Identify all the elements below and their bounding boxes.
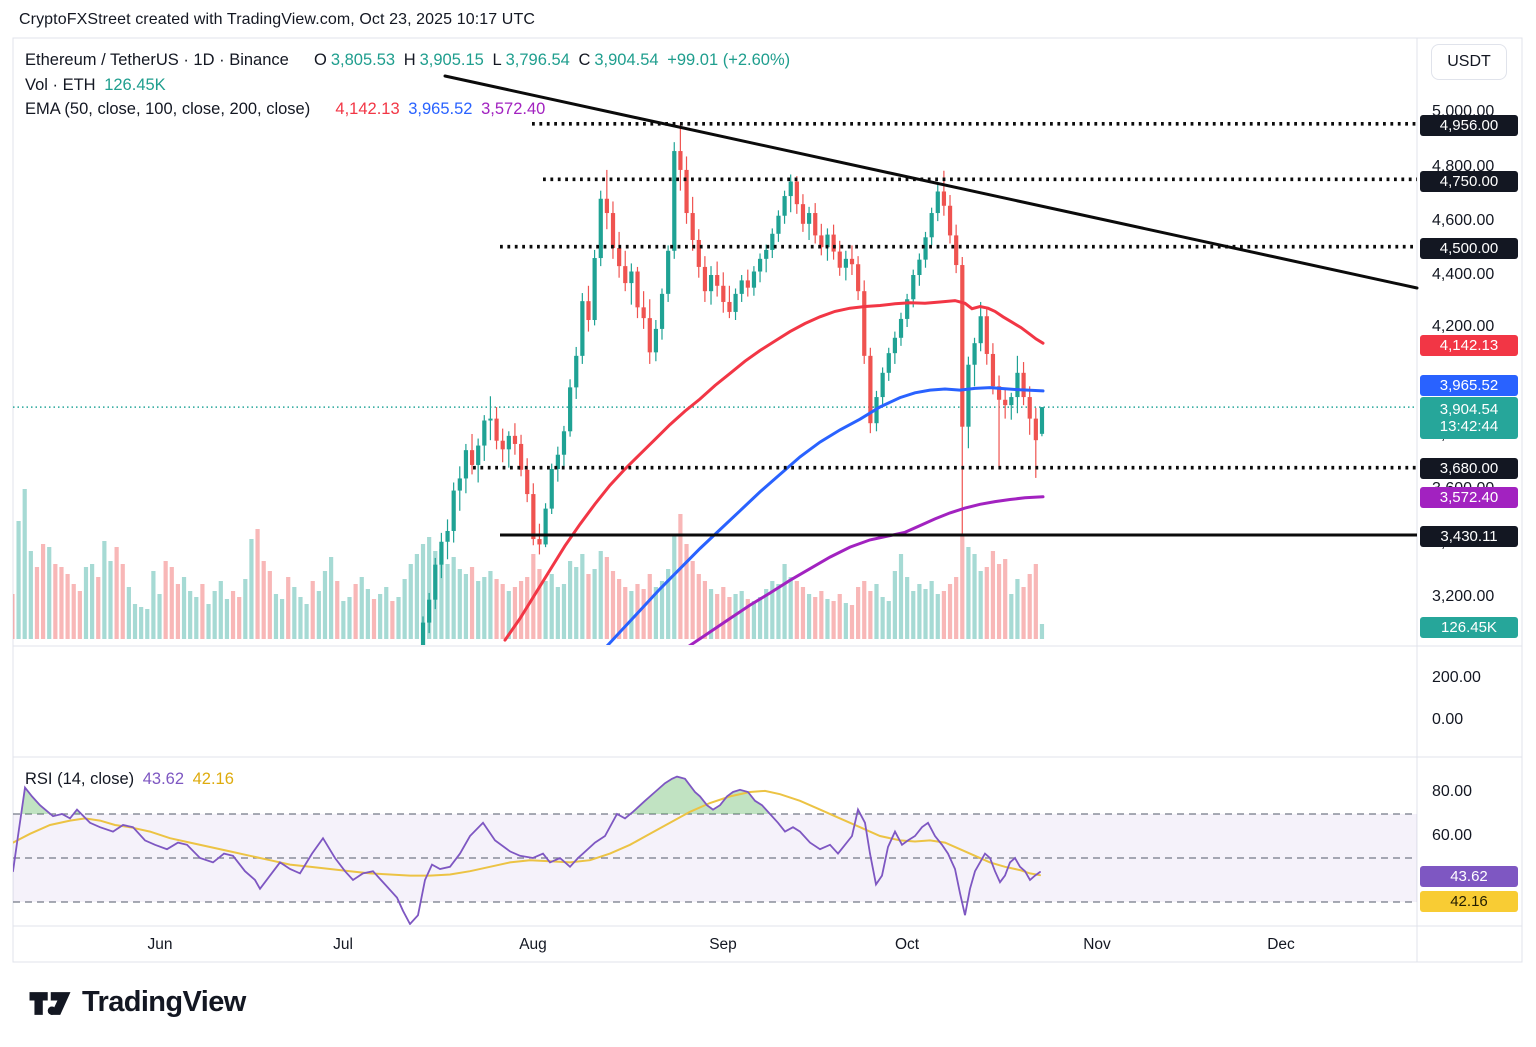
main-pane <box>13 123 1417 645</box>
badge-price: 3,904.54 <box>1439 401 1499 418</box>
rsi-axis-badge: 42.16 <box>1420 890 1518 912</box>
price-axis-badge: 4,956.00 <box>1420 114 1518 136</box>
rsi-pane <box>13 775 1417 925</box>
price-axis-label: 3,200.00 <box>1432 588 1495 605</box>
price-axis-badge: 3,680.00 <box>1420 457 1518 479</box>
ema50-line <box>503 299 1045 642</box>
rsi-overbought-fill <box>630 776 770 814</box>
price-axis-badge: 4,500.00 <box>1420 237 1518 259</box>
low-value: 3,796.54 <box>505 51 570 69</box>
volume-label: Vol · ETH <box>25 76 96 94</box>
time-axis-label: Nov <box>1083 936 1111 953</box>
ema-legend[interactable]: EMA (50, close, 100, close, 200, close) … <box>25 100 549 119</box>
time-axis-label: Dec <box>1267 936 1295 953</box>
badge-price: 4,750.00 <box>1439 172 1499 190</box>
close-label: C <box>578 51 591 69</box>
rsi-label: RSI (14, close) <box>25 770 135 788</box>
price-axis-badge: 3,572.40 <box>1420 486 1518 508</box>
rsi-legend[interactable]: RSI (14, close) 43.62 42.16 <box>25 770 238 789</box>
ema200-value: 3,572.40 <box>481 100 546 118</box>
low-label: L <box>492 51 502 69</box>
indicator-axis-label: 200.00 <box>1432 669 1481 686</box>
page-title: CryptoFXStreet created with TradingView.… <box>19 11 535 28</box>
time-axis-label: Sep <box>709 936 737 953</box>
badge-countdown: 13:42:44 <box>1439 418 1499 435</box>
symbol-title: Ethereum / TetherUS · 1D · Binance <box>25 51 289 69</box>
ema100-line <box>605 386 1045 645</box>
time-axis-label: Oct <box>894 936 920 953</box>
time-axis-label: Jul <box>333 936 353 953</box>
badge-price: 3,572.40 <box>1439 488 1499 506</box>
ema50-value: 4,142.13 <box>335 100 400 118</box>
indicator-axis-label: 0.00 <box>1432 711 1464 728</box>
ema100-value: 3,965.52 <box>408 100 473 118</box>
rsi-axis-badge: 43.62 <box>1420 865 1518 887</box>
badge-price: 4,956.00 <box>1439 116 1499 134</box>
price-axis-badge: 3,904.54 13:42:44 <box>1420 397 1518 439</box>
rsi-ma-value: 42.16 <box>192 770 234 788</box>
open-value: 3,805.53 <box>330 51 396 69</box>
badge-price: 3,965.52 <box>1439 376 1499 394</box>
price-axis-badge: 3,965.52 <box>1420 374 1518 396</box>
tradingview-logo-text: TradingView <box>82 985 246 1018</box>
badge-price: 126.45K <box>1441 618 1497 636</box>
tradingview-logo-icon <box>29 992 71 1015</box>
rsi-value: 43.62 <box>142 770 185 788</box>
rsi-line <box>13 775 1041 925</box>
badge-price: 3,680.00 <box>1439 459 1499 477</box>
candles-layer <box>420 123 1045 645</box>
badge-price: 3,430.11 <box>1440 527 1498 545</box>
rsi-axis-label: 80.00 <box>1432 783 1473 800</box>
badge-price: 4,500.00 <box>1439 239 1499 257</box>
volume-value: 126.45K <box>104 76 166 94</box>
price-axis-badge: 4,142.13 <box>1420 334 1518 356</box>
volume-legend[interactable]: Vol · ETH 126.45K <box>25 76 170 95</box>
symbol-legend[interactable]: Ethereum / TetherUS · 1D · Binance O 3,80… <box>25 51 794 70</box>
rsi-axis-label: 60.00 <box>1432 827 1473 844</box>
time-axis-label: Jun <box>147 936 173 953</box>
tradingview-logo[interactable]: TradingView <box>28 983 246 1021</box>
change-value: +99.01 (+2.60%) <box>667 51 791 69</box>
close-value: 3,904.54 <box>594 51 659 69</box>
price-axis-badge: 3,430.11 <box>1420 525 1518 547</box>
price-axis-label: 4,400.00 <box>1432 266 1495 283</box>
descending-trendline[interactable] <box>443 74 1419 290</box>
currency-button[interactable]: USDT <box>1431 44 1507 80</box>
badge-price: 4,142.13 <box>1439 336 1499 354</box>
volume-layer <box>13 489 1045 639</box>
price-axis-badge: 126.45K <box>1420 616 1518 638</box>
time-axis-label: Aug <box>519 936 547 953</box>
price-axis-badge: 4,750.00 <box>1420 170 1518 192</box>
high-value: 3,905.15 <box>419 51 484 69</box>
high-label: H <box>403 51 416 69</box>
price-axis-label: 4,200.00 <box>1432 318 1495 335</box>
price-axis-label: 4,600.00 <box>1432 212 1495 229</box>
ema-label: EMA (50, close, 100, close, 200, close) <box>25 100 311 118</box>
open-label: O <box>314 51 327 69</box>
